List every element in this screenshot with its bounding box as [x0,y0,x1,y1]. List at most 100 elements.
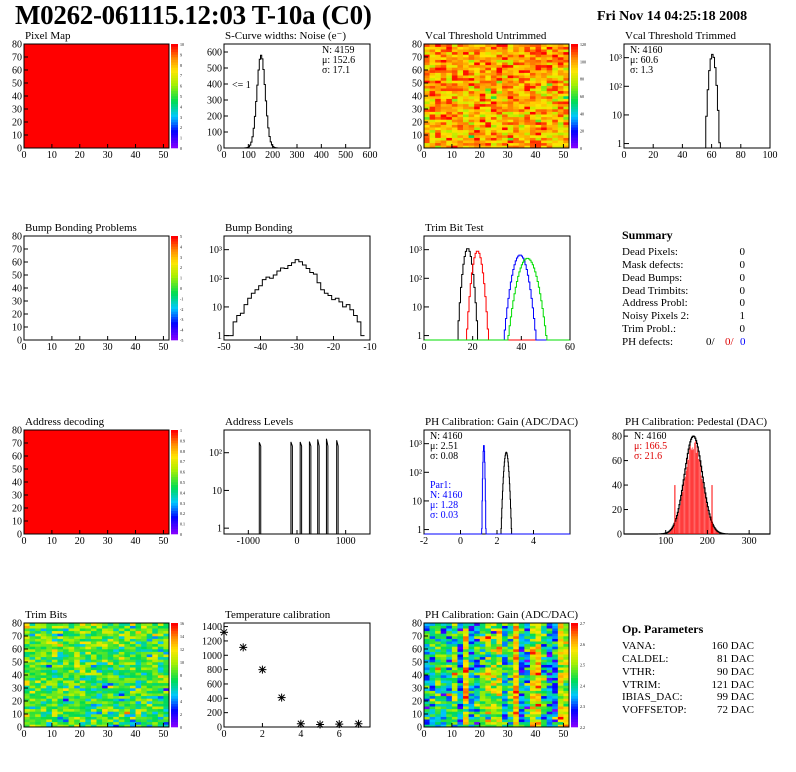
heatmap-cell [496,116,503,120]
palette-cell [171,659,178,663]
heatmap-cell [79,706,86,710]
heatmap-cell [457,675,464,678]
heatmap-cell [118,662,125,665]
heatmap-cell [552,719,559,723]
heatmap-cell [529,711,536,715]
scatter-point [316,720,325,729]
heatmap-cell [468,77,475,81]
heatmap-cell [24,716,30,720]
palette-cell [171,484,178,488]
palette-tick-label: 100 [580,59,586,64]
heatmap-cell [552,675,559,678]
heatmap-cell [429,135,436,138]
heatmap-cell [474,675,481,678]
heatmap-cell [524,114,531,118]
palette-tick-label: 0 [580,146,582,151]
heatmap-cell [535,51,542,55]
heatmap-cell [457,72,464,76]
heatmap-cell [129,672,136,676]
heatmap-cell [135,716,142,720]
palette-cell [171,132,178,136]
heatmap-cell [107,625,114,629]
heatmap-cell [46,662,53,665]
palette-cell [171,314,178,317]
heatmap-cell [502,72,508,76]
heatmap-cell [541,111,547,115]
heatmap-cell [468,109,475,112]
heatmap-cell [485,103,492,107]
heatmap-cell [157,703,164,707]
heatmap-cell [546,701,553,704]
heatmap-cell [507,75,514,79]
heatmap-cell [135,654,142,658]
heatmap-cell [557,88,564,92]
heatmap-cell [479,75,486,79]
heatmap-cell [146,643,153,647]
heatmap-cell [57,698,64,702]
heatmap-cell [451,646,458,650]
heatmap-cell [490,70,497,73]
heatmap-cell [524,623,531,626]
heatmap-cell [552,721,559,725]
heatmap-cell [446,137,453,141]
heatmap-cell [457,109,464,112]
heatmap-cell [146,724,153,728]
heatmap-cell [529,122,536,125]
heatmap-cell [535,90,542,94]
heatmap-cell [463,714,469,717]
heatmap-cell [68,623,75,626]
heatmap-cell [496,706,503,710]
heatmap-cell [474,59,481,63]
heatmap-cell [552,106,559,110]
heatmap-cell [479,623,486,626]
heatmap-cell [479,633,486,637]
heatmap-cell [468,124,475,128]
heatmap-cell [24,643,30,647]
heatmap-cell [451,685,458,689]
heatmap-cell [518,51,525,55]
y-tick-label: 60 [12,645,22,656]
heatmap-cell [85,651,92,655]
heatmap-cell [135,714,142,717]
heatmap-cell [479,649,486,652]
heatmap-cell [524,662,531,665]
palette-cell [171,682,178,686]
y-tick-label: 50 [412,79,422,90]
palette-cell [571,62,578,66]
heatmap-cell [85,719,92,723]
heatmap-cell [90,633,97,637]
heatmap-cell [552,646,559,650]
heatmap-cell [479,90,486,94]
address-peak [308,441,312,534]
heatmap-cell [40,630,47,634]
heatmap-cell [546,667,553,671]
heatmap-cell [513,625,520,629]
heatmap-cell [535,667,542,671]
heatmap-cell [141,654,147,658]
palette-cell [171,137,178,141]
heatmap-cell [552,672,559,676]
heatmap-cell [535,638,542,642]
heatmap-cell [118,703,125,707]
heatmap-cell [541,145,547,149]
heatmap-cell [35,625,42,629]
heatmap-cell [496,711,503,715]
heatmap-cell [451,643,458,647]
heatmap-cell [529,135,536,138]
x-tick-label: 80 [736,150,746,161]
heatmap-cell [146,641,153,645]
heatmap-cell [563,49,570,53]
palette-tick-label: 2.3 [580,704,585,709]
y-tick-label: 70 [12,53,22,64]
heatmap-cell [479,724,486,728]
heatmap-cell [129,659,136,663]
heatmap-cell [107,711,114,715]
heatmap-cell [529,688,536,691]
y-tick-label: 10² [409,274,422,285]
heatmap-cell [524,646,531,650]
heatmap-cell [474,145,481,149]
heatmap-cell [457,127,464,131]
heatmap-cell [485,701,492,704]
heatmap-cell [79,716,86,720]
heatmap-cell [446,664,453,668]
